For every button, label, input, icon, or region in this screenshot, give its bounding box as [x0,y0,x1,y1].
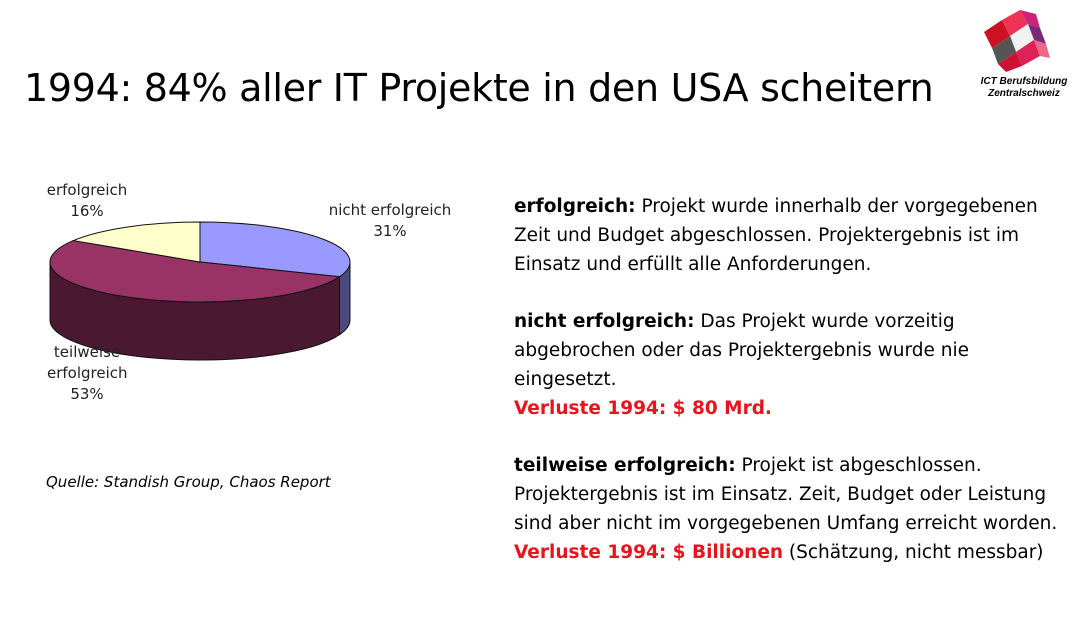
pie-slice-teilweise-erfolgreich [49,240,341,303]
slice-label-erfolgreich: erfolgreich 16% [32,180,142,222]
slide-title: 1994: 84% aller IT Projekte in den USA s… [24,66,934,110]
definitions-block: erfolgreich: Projekt wurde innerhalb der… [514,193,1074,596]
slice-label-nicht-erfolgreich: nicht erfolgreich 31% [315,200,465,242]
ict-logo: ICT Berufsbildung Zentralschweiz [972,10,1076,106]
logo-text-line1: ICT Berufsbildung [980,76,1068,87]
pie-chart: erfolgreich 16% nicht erfolgreich 31% te… [30,170,470,430]
definition-term: erfolgreich: [514,196,636,217]
definition-term: nicht erfolgreich: [514,311,695,333]
logo-cube-icon [984,10,1050,72]
slice-name-nicht-erfolgreich: nicht erfolgreich [328,201,452,219]
slice-value-nicht-erfolgreich: 31% [373,222,407,240]
loss-line: Verluste 1994: $ 80 Mrd. [514,395,1074,424]
loss-line: Verluste 1994: $ Billionen (Schätzung, n… [514,539,1074,568]
source-note: Quelle: Standish Group, Chaos Report [46,473,331,491]
loss-note: (Schätzung, nicht messbar) [783,541,1044,563]
definition-text: Projekt ist abgeschlossen. Projektergebn… [514,455,1058,534]
definition-text: Projekt wurde innerhalb der vorgegebenen… [514,196,1038,275]
definition-text: Das Projekt wurde vorzeitig abgebrochen … [514,311,970,390]
pie-slice-erfolgreich [71,221,201,263]
definition-term: teilweise erfolgreich: [514,455,736,477]
definition-nicht-erfolgreich: nicht erfolgreich: Das Projekt wurde vor… [514,308,1074,423]
slice-value-teilweise-erfolgreich: 53% [70,385,104,403]
definition-erfolgreich: erfolgreich: Projekt wurde innerhalb der… [514,193,1074,279]
slice-name-erfolgreich: erfolgreich [46,181,128,199]
slice-label-teilweise-erfolgreich: teilweise erfolgreich 53% [32,342,142,405]
slice-name-teilweise-erfolgreich: teilweise erfolgreich [47,343,128,382]
definition-teilweise-erfolgreich: teilweise erfolgreich: Projekt ist abges… [514,452,1074,567]
logo-text-line2: Zentralschweiz [988,88,1060,99]
loss-label: Verluste 1994: $ Billionen [514,541,784,563]
pie-chart-svg [49,221,351,361]
pie-slice-nicht-erfolgreich [199,221,351,278]
slice-value-erfolgreich: 16% [70,202,104,220]
loss-label: Verluste 1994: $ 80 Mrd. [514,397,772,419]
